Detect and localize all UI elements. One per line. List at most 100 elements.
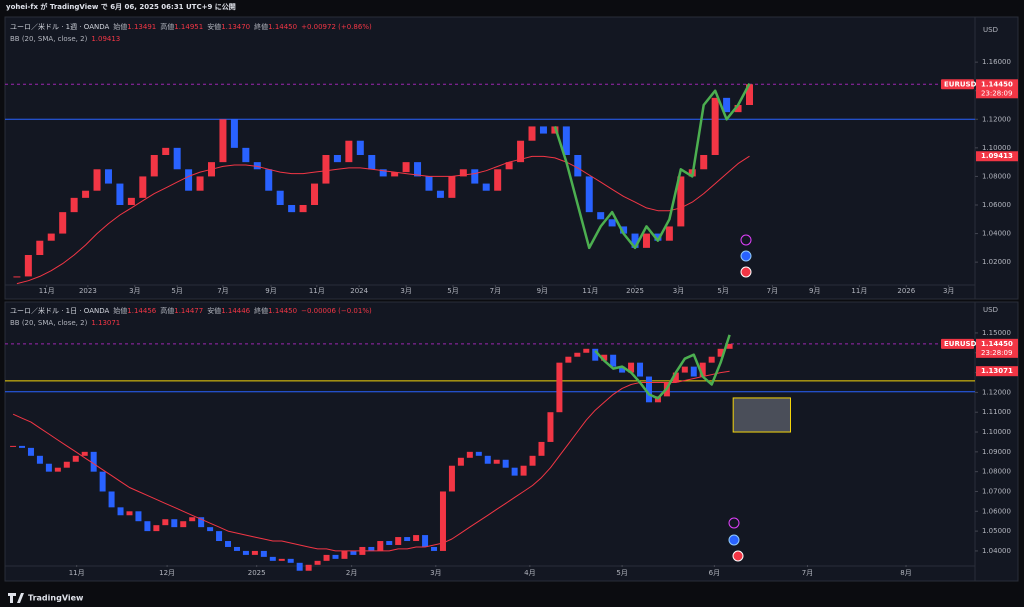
ohlc-label: 安値 — [207, 22, 221, 31]
x-tick-label: 11月 — [39, 287, 55, 295]
footer-brand: TradingView — [28, 594, 84, 603]
icon[interactable] — [740, 250, 752, 262]
candle — [311, 183, 319, 205]
candle — [216, 531, 223, 542]
candle — [70, 197, 78, 213]
candle — [135, 511, 142, 522]
candle — [700, 155, 708, 170]
candle — [368, 546, 375, 551]
ohlc-label: 始値 — [113, 306, 127, 315]
header: yohei-fx が TradingView で 6月 06, 2025 06:… — [6, 2, 236, 11]
candle — [422, 535, 429, 547]
y-tick-label: 1.16000 — [982, 58, 1011, 66]
candle — [180, 521, 187, 528]
price-tag-label: 1.14450 — [981, 80, 1013, 88]
event-icons[interactable] — [728, 234, 752, 562]
candle — [314, 560, 321, 565]
y-tick-label: 1.08000 — [982, 172, 1011, 180]
series-line — [553, 83, 751, 250]
ohlc-value: 1.14951 — [174, 23, 203, 31]
candle — [645, 376, 652, 403]
candle — [471, 169, 479, 184]
candle — [230, 119, 238, 148]
candle — [597, 212, 605, 220]
symbol: ユーロ／米ドル · 1日 · OANDA — [10, 306, 109, 315]
x-tick-label: 7月 — [802, 569, 813, 577]
candle — [457, 457, 464, 466]
candle — [631, 233, 639, 248]
price-tag — [976, 79, 1018, 99]
candle — [126, 511, 133, 516]
candle — [287, 558, 294, 563]
y-tick-label: 1.15000 — [982, 329, 1011, 337]
icon[interactable] — [732, 550, 744, 562]
candle — [414, 162, 422, 177]
bb-tag — [976, 151, 1018, 162]
candle — [296, 562, 303, 571]
candle — [583, 348, 590, 353]
candle — [139, 176, 147, 198]
indicator-info: BB (20, SMA, close, 2) 1.09413 — [10, 35, 120, 43]
series-line — [594, 334, 731, 400]
candle — [260, 550, 267, 557]
candle — [592, 348, 599, 361]
symbol: ユーロ／米ドル · 1週 · OANDA — [10, 22, 109, 31]
icon[interactable] — [740, 266, 752, 278]
candle — [341, 550, 348, 559]
candle — [198, 517, 205, 528]
candle — [63, 461, 70, 468]
icon[interactable] — [728, 517, 740, 529]
candle — [529, 455, 536, 466]
candle — [439, 491, 446, 551]
countdown: 23:28:09 — [981, 89, 1012, 97]
candle — [699, 362, 706, 377]
panel — [4, 301, 1019, 582]
candle — [171, 519, 178, 528]
indicator: BB (20, SMA, close, 2) — [10, 319, 88, 327]
icon[interactable] — [728, 534, 740, 546]
candle — [253, 162, 261, 170]
y-tick-label: 1.10000 — [982, 428, 1011, 436]
icon[interactable] — [740, 234, 752, 246]
candle — [431, 546, 438, 551]
candle — [45, 463, 52, 472]
countdown: 23:28:09 — [981, 349, 1012, 357]
candle — [475, 451, 482, 456]
ohlc-value: 1.14450 — [268, 23, 297, 31]
candle — [448, 465, 455, 492]
y-tick-label: 1.09000 — [982, 448, 1011, 456]
change: +0.00972 (+0.86%) — [301, 23, 372, 31]
candle — [233, 546, 240, 551]
x-tick-label: 3月 — [673, 287, 684, 295]
x-tick-label: 11月 — [69, 569, 85, 577]
candle — [356, 140, 364, 155]
price-tag — [976, 338, 1018, 358]
candle — [332, 554, 339, 559]
candle — [493, 459, 500, 464]
y-tick-label: 1.06000 — [982, 201, 1011, 209]
candle — [10, 445, 17, 447]
candle — [585, 176, 593, 213]
x-tick-label: 8月 — [900, 569, 911, 577]
candle — [711, 97, 719, 155]
box — [732, 397, 791, 433]
bb-tag — [976, 366, 1018, 377]
candle — [13, 276, 21, 278]
candle — [642, 233, 650, 248]
candle — [528, 126, 536, 141]
candle — [345, 140, 353, 163]
candle — [150, 155, 158, 177]
candle — [251, 550, 258, 555]
ohlc-label: 安値 — [207, 306, 221, 315]
candle — [288, 205, 296, 213]
x-tick-label: 2026 — [897, 287, 915, 295]
candle — [278, 558, 285, 561]
series-line — [16, 155, 750, 285]
x-tick-label: 5月 — [171, 287, 182, 295]
candle — [620, 226, 628, 234]
candle — [425, 176, 433, 191]
candle — [677, 176, 685, 227]
y-tick-label: 1.10000 — [982, 144, 1011, 152]
candle — [745, 84, 753, 105]
x-tick-label: 11月 — [582, 287, 598, 295]
